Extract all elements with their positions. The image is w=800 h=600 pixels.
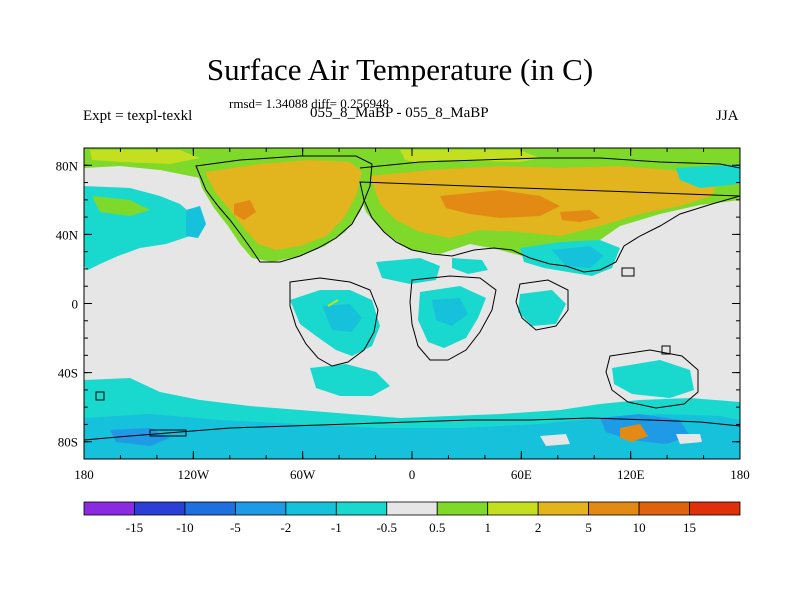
x-tick-label: 120E [617, 467, 645, 482]
north-america-orange-region [205, 160, 362, 250]
colorbar-swatch [335, 501, 388, 516]
colorbar-label: 2 [535, 520, 542, 535]
difference-label: 055_8_MaBP - 055_8_MaBP [310, 105, 489, 121]
colorbar-swatch [285, 501, 337, 516]
colorbar-labels: -15 -10 -5 -2 -1 -0.5 0.5 1 2 5 10 15 [126, 520, 696, 535]
south-pacific-cool-patch [310, 364, 390, 396]
y-tick-label: 40S [58, 366, 78, 381]
colorbar-label: 0.5 [429, 520, 445, 535]
experiment-label: Expt = texpl-texkl [83, 108, 193, 124]
colorbar-swatch [436, 501, 489, 516]
colorbar-label: -10 [176, 520, 193, 535]
y-tick-label: 0 [72, 297, 79, 312]
colorbar-label: 10 [633, 520, 646, 535]
africa-blue-core [432, 298, 468, 326]
y-tick-label: 80S [58, 435, 78, 450]
colorbar-label: 5 [585, 520, 592, 535]
colorbar-swatch [537, 501, 590, 516]
south-america-blue-core [322, 304, 362, 332]
colorbar-swatch [689, 501, 741, 516]
colorbar-swatch [638, 501, 690, 516]
x-tick-label: 180 [74, 467, 94, 482]
colorbar-label: -15 [126, 520, 143, 535]
colorbar-swatch [134, 501, 186, 516]
coastline-north-america [195, 155, 373, 263]
north-pacific-green-patch [92, 196, 150, 216]
coastline-australia [605, 349, 699, 409]
north-pacific-blue-patch [186, 206, 206, 238]
colorbar-label: -1 [331, 520, 342, 535]
y-tick-label: 40N [56, 227, 79, 242]
antarctic-deep-blue-patch [110, 414, 690, 446]
south-america-yellow-streak [327, 299, 339, 307]
colorbar-swatch [588, 501, 640, 516]
map-field [84, 148, 740, 459]
x-tick-label: 60W [290, 467, 316, 482]
coastline-small-islands [95, 267, 671, 437]
colorbar-label: 15 [683, 520, 696, 535]
chart-title: Surface Air Temperature (in C) [206, 52, 594, 87]
colorbar-label: -0.5 [376, 520, 397, 535]
south-asia-blue-core [552, 246, 604, 268]
colorbar [83, 501, 741, 516]
coastline-india [515, 279, 569, 331]
axis-ticks [83, 147, 741, 460]
stats-line: rmsd= 1.34088 diff= 0.256948 [229, 96, 389, 111]
north-america-dark-orange-patch [234, 200, 256, 220]
colorbar-swatch [487, 501, 539, 516]
coastline-africa [409, 275, 497, 361]
coastline-antarctica [84, 417, 740, 441]
x-tick-label: 60E [511, 467, 532, 482]
season-label: JJA [716, 108, 739, 124]
x-tick-label: 180 [730, 467, 750, 482]
colorbar-swatch [83, 501, 135, 516]
australia-cool-patch [612, 360, 694, 398]
arabia-cool-patch [376, 258, 488, 284]
colorbar-swatch [234, 501, 287, 516]
coastline-south-america [289, 277, 379, 367]
x-tick-labels: 180 120W 60W 0 60E 120E 180 [74, 467, 750, 482]
colorbar-label: 1 [484, 520, 491, 535]
x-tick-label: 120W [177, 467, 210, 482]
y-tick-label: 80N [56, 158, 79, 173]
antarctic-orange-patch [620, 424, 648, 442]
colorbar-label: -5 [230, 520, 241, 535]
indian-ocean-cool-patch [518, 290, 566, 326]
x-tick-label: 0 [409, 467, 416, 482]
colorbar-swatch [386, 501, 438, 516]
colorbar-swatch [184, 501, 236, 516]
coastlines [84, 155, 740, 441]
y-tick-labels: 80N 40N 0 40S 80S [56, 158, 79, 449]
eurasia-dark-orange-core [440, 190, 600, 222]
arctic-ocean-cool-patch [676, 164, 740, 188]
antarctic-blue-band [84, 414, 740, 459]
antarctic-white-patch [540, 434, 702, 446]
coastline-eurasia [359, 157, 740, 273]
colorbar-label: -2 [280, 520, 291, 535]
